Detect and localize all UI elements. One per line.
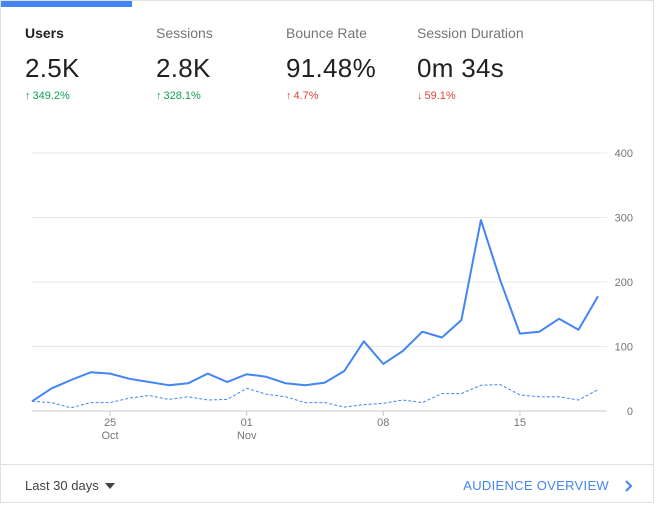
metric-label: Session Duration bbox=[417, 25, 524, 41]
arrow-up-icon: ↑ bbox=[25, 90, 31, 102]
metric-delta: ↓ 59.1% bbox=[417, 90, 524, 102]
metric-session-duration[interactable]: Session Duration 0m 34s ↓ 59.1% bbox=[417, 25, 524, 102]
comparison-series-line bbox=[31, 384, 599, 409]
metric-value: 2.8K bbox=[156, 53, 211, 83]
metric-sessions[interactable]: Sessions 2.8K ↑ 328.1% bbox=[156, 25, 213, 102]
caret-down-icon bbox=[104, 482, 115, 489]
metric-label: Users bbox=[25, 25, 64, 41]
metric-delta: ↑ 4.7% bbox=[286, 90, 376, 102]
arrow-up-icon: ↑ bbox=[156, 90, 162, 102]
metric-label: Bounce Rate bbox=[286, 25, 367, 41]
y-tick-label: 300 bbox=[615, 213, 633, 225]
card-footer: Last 30 days AUDIENCE OVERVIEW bbox=[1, 464, 653, 505]
metric-delta: ↑ 328.1% bbox=[156, 90, 213, 102]
y-tick-label: 0 bbox=[627, 406, 633, 418]
delta-value: 349.2% bbox=[32, 90, 70, 102]
arrow-down-icon: ↓ bbox=[417, 90, 423, 102]
chevron-right-icon bbox=[625, 479, 633, 492]
x-tick-label: 01 bbox=[241, 417, 253, 429]
metric-label: Sessions bbox=[156, 25, 213, 41]
audience-overview-link[interactable]: AUDIENCE OVERVIEW bbox=[463, 478, 635, 493]
audience-overview-label: AUDIENCE OVERVIEW bbox=[463, 478, 609, 493]
y-tick-label: 400 bbox=[615, 148, 633, 160]
x-tick-label: 15 bbox=[514, 417, 526, 429]
metric-value: 0m 34s bbox=[417, 53, 505, 83]
y-tick-label: 200 bbox=[615, 277, 633, 289]
delta-value: 4.7% bbox=[293, 90, 319, 102]
metric-value: 91.48% bbox=[286, 53, 376, 83]
x-tick-month-label: Oct bbox=[102, 430, 119, 441]
arrow-up-icon: ↑ bbox=[286, 90, 292, 102]
date-range-label: Last 30 days bbox=[25, 478, 99, 493]
metric-bounce-rate[interactable]: Bounce Rate 91.48% ↑ 4.7% bbox=[286, 25, 376, 102]
delta-value: 59.1% bbox=[424, 90, 456, 102]
x-tick-label: 25 bbox=[104, 417, 116, 429]
x-tick-label: 08 bbox=[377, 417, 389, 429]
active-metric-indicator bbox=[1, 1, 132, 7]
metric-delta: ↑ 349.2% bbox=[25, 90, 80, 102]
date-range-dropdown[interactable]: Last 30 days bbox=[25, 478, 115, 493]
x-tick-month-label: Nov bbox=[237, 430, 257, 441]
y-tick-label: 100 bbox=[615, 342, 633, 354]
users-series-line bbox=[31, 219, 599, 403]
metric-value: 2.5K bbox=[25, 53, 80, 83]
metric-users[interactable]: Users 2.5K ↑ 349.2% bbox=[25, 25, 80, 102]
delta-value: 328.1% bbox=[163, 90, 201, 102]
